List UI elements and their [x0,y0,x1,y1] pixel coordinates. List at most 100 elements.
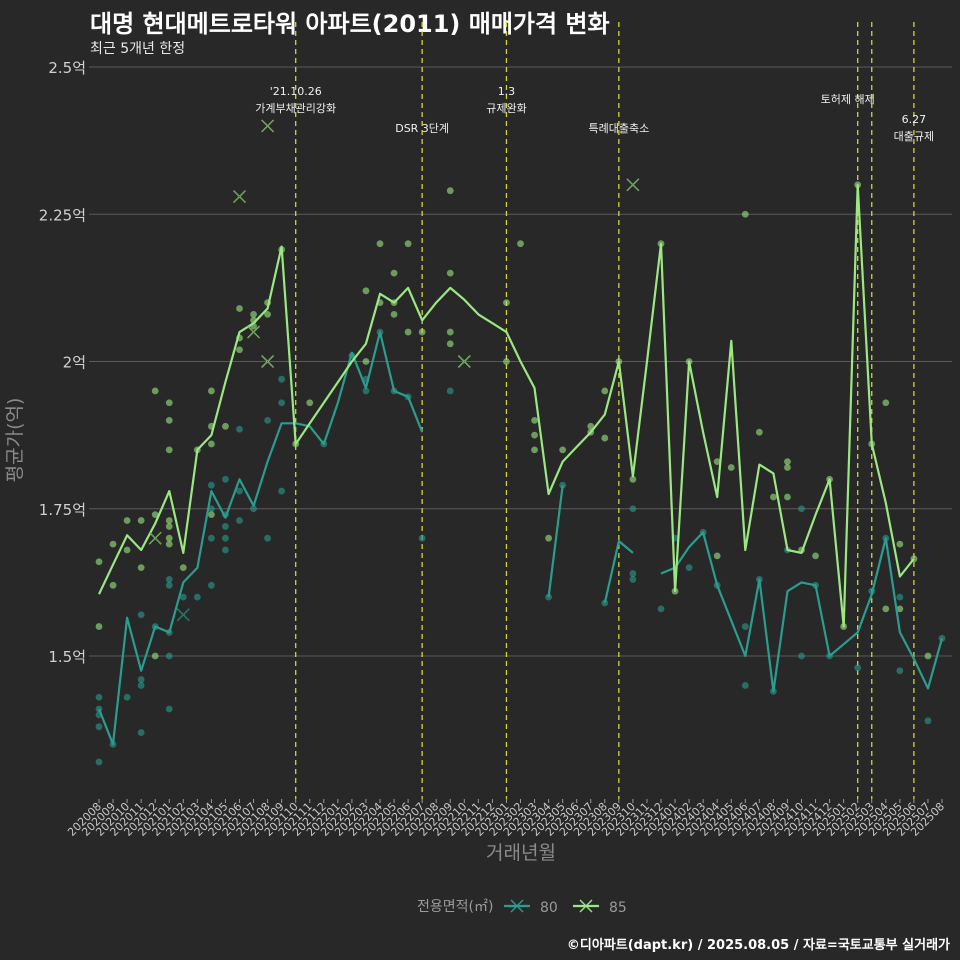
data-point-85 [151,652,159,660]
data-point-85 [770,493,777,501]
chart-subtitle: 최근 5개년 한정 [90,41,186,57]
data-point-80 [222,546,229,554]
data-point-85 [208,387,215,395]
data-point-85 [531,446,538,454]
legend-title: 전용면적(㎡) [417,899,493,915]
data-point-85 [264,310,271,318]
data-point-85 [896,605,904,613]
data-point-80 [896,593,904,601]
data-point-85 [362,287,370,295]
grid-lines [89,66,952,657]
event-label: 토허제 해제 [821,92,875,106]
legend-label-85: 85 [609,900,627,916]
data-point-85 [250,310,257,318]
data-point-80 [165,652,173,660]
data-point-85 [531,431,538,439]
data-point-85 [784,464,791,471]
data-point-80 [629,576,637,583]
data-point-85 [123,517,131,524]
legend-label-80: 80 [540,900,558,916]
data-point-85 [882,605,890,613]
data-point-80 [559,481,567,489]
data-point-85 [446,269,454,277]
data-point-85 [713,458,721,466]
y-axis-title: 평균가(억) [4,398,26,483]
data-point-85 [559,446,567,454]
data-point-80 [208,481,215,489]
data-point-85 [601,434,609,442]
data-point-85 [362,358,370,365]
data-point-85 [446,340,454,348]
data-point-85 [165,534,173,542]
data-point-80 [236,517,243,524]
y-tick-label: 2.5억 [48,59,86,77]
data-point-85 [629,475,637,483]
data-point-85 [531,417,538,424]
data-point-80 [208,505,215,513]
data-point-85 [446,328,454,336]
data-point-85 [896,540,904,548]
data-point-85 [165,399,173,407]
data-point-80 [123,693,131,701]
legend: 전용면적(㎡) 80 85 [417,899,627,916]
data-point-85 [165,517,173,524]
cross-marker-outline [149,532,162,545]
x-axis-ticks: 2020082020092020102020112020122021012021… [65,799,947,839]
data-point-85 [418,328,426,336]
data-point-80 [278,399,286,407]
event-label-top: 1.3 [498,85,516,98]
series-line-80 [97,331,424,746]
data-point-85 [713,552,721,560]
data-point-80 [264,534,271,542]
data-point-85 [109,581,117,589]
data-point-80 [95,723,103,731]
data-point-85 [123,546,131,554]
series-lines [97,183,944,746]
data-point-85 [95,623,103,630]
data-point-80 [236,487,243,495]
data-point-85 [404,240,412,248]
event-label: 규제완화 [486,102,526,115]
data-point-85 [137,564,145,572]
data-point-80 [362,387,370,395]
y-tick-label: 2억 [63,354,86,372]
data-point-85 [503,358,510,365]
data-point-85 [151,511,159,519]
data-point-85 [517,240,524,248]
data-point-80 [193,593,201,601]
data-point-85 [236,346,243,354]
data-point-85 [208,440,215,448]
legend-cross-80 [510,899,524,913]
data-point-80 [222,475,229,483]
data-point-80 [278,487,286,495]
data-point-85 [390,310,398,318]
event-label-top: 6.27 [902,113,927,126]
y-tick-label: 2.25억 [39,206,86,224]
data-point-85 [151,387,159,395]
data-point-85 [95,558,103,566]
data-point-85 [727,464,735,471]
event-label: 가계부채관리강화 [255,102,336,115]
data-point-85 [784,458,791,466]
data-point-80 [896,667,904,675]
data-point-85 [784,493,791,501]
data-point-80 [236,425,243,433]
data-point-85 [390,269,398,277]
data-point-85 [165,446,173,454]
cross-markers [148,119,640,622]
y-tick-label: 1.5억 [48,648,86,666]
data-point-85 [208,511,215,519]
data-point-80 [179,593,187,601]
data-point-85 [741,210,749,218]
data-point-80 [95,693,103,701]
event-label: 특례대출축소 [588,122,649,135]
data-point-80 [222,534,229,542]
series-line-80 [603,540,634,604]
series-line-85 [98,183,915,628]
cross-marker-outline [458,355,471,368]
chart-title: 대명 현대메트로타워 아파트(2011) 매매가격 변화 [90,10,610,38]
cross-marker-outline [233,190,246,203]
data-point-80 [418,534,426,542]
data-point-80 [137,682,145,689]
